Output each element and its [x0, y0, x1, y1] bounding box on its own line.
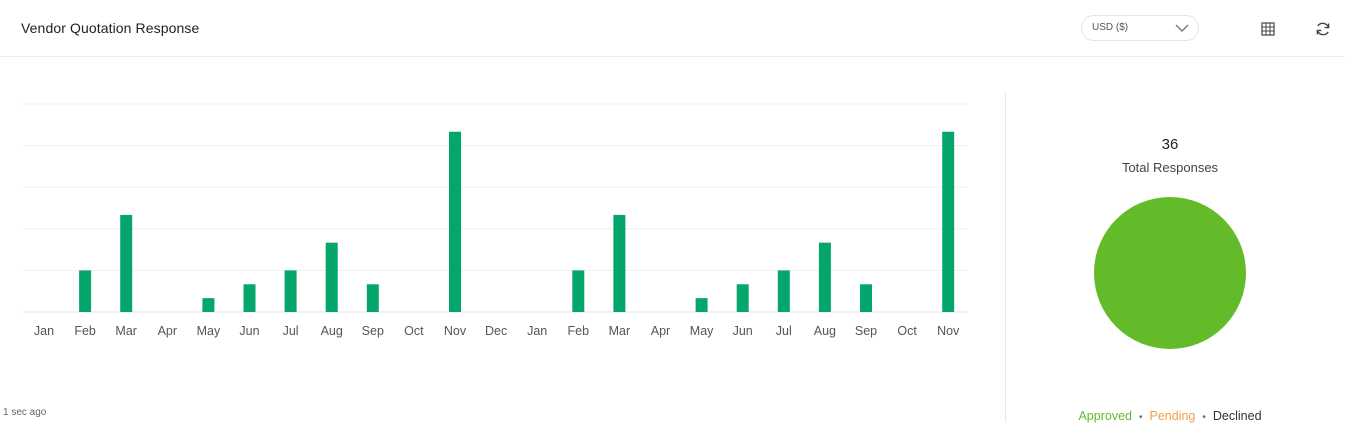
bar-jun-17[interactable]	[736, 284, 749, 312]
x-tick-label: May	[690, 324, 714, 338]
legend-separator: •	[1138, 412, 1143, 423]
x-tick-label: Nov	[937, 324, 960, 338]
x-tick-label: Sep	[362, 324, 384, 338]
bar-mar-2[interactable]	[120, 214, 133, 312]
x-tick-label: Jul	[283, 324, 299, 338]
bar-jul-18[interactable]	[777, 270, 790, 312]
legend: Approved • Pending • Declined	[1040, 409, 1300, 423]
x-tick-label: Nov	[444, 324, 467, 338]
x-tick-label: Mar	[609, 324, 631, 338]
chevron-down-icon	[1175, 24, 1189, 32]
x-tick-label: Aug	[814, 324, 836, 338]
x-tick-label: Oct	[404, 324, 424, 338]
x-tick-label: May	[197, 324, 221, 338]
bar-jun-5[interactable]	[243, 284, 256, 312]
card-title: Vendor Quotation Response	[21, 20, 200, 36]
currency-select[interactable]: USD ($)	[1081, 15, 1199, 41]
x-tick-label: Feb	[74, 324, 96, 338]
legend-separator: •	[1202, 412, 1206, 423]
bar-nov-10[interactable]	[449, 131, 461, 312]
x-tick-label: Aug	[321, 324, 343, 338]
legend-declined[interactable]: Declined	[1212, 409, 1262, 423]
legend-approved[interactable]: Approved	[1078, 409, 1132, 423]
bar-may-16[interactable]	[695, 298, 708, 312]
last-updated: 1 sec ago	[3, 407, 47, 418]
pie-chart-svg	[1094, 197, 1246, 349]
bar-nov-22[interactable]	[942, 131, 955, 312]
bar-chart: Jan Feb Mar Apr May Jun Jul Aug Sep Oct Nov Dec Jan F…	[0, 90, 1000, 350]
bar-feb-13[interactable]	[572, 270, 585, 312]
x-tick-label: Apr	[158, 324, 177, 338]
bar-mar-14[interactable]	[613, 214, 626, 312]
refresh-icon[interactable]	[1314, 20, 1332, 38]
bar-sep-20[interactable]	[860, 284, 872, 312]
x-tick-label: Mar	[115, 324, 137, 338]
bar-sep-8[interactable]	[366, 284, 379, 312]
x-tick-label: Jul	[776, 324, 792, 338]
bar-chart-svg: Jan Feb Mar Apr May Jun Jul Aug Sep Oct Nov Dec Jan F…	[23, 103, 968, 338]
bar-jul-6[interactable]	[284, 270, 297, 312]
x-tick-label: Feb	[568, 324, 590, 338]
x-tick-label: Sep	[855, 324, 877, 338]
x-tick-label: Dec	[485, 324, 507, 338]
legend-pending[interactable]: Pending	[1149, 409, 1196, 423]
card-header: Vendor Quotation Response USD ($)	[0, 0, 1345, 57]
pie-slice-approved[interactable]	[1094, 197, 1246, 349]
table-icon[interactable]	[1259, 20, 1277, 38]
x-tick-label: Jan	[527, 324, 547, 338]
bar-aug-7[interactable]	[325, 242, 338, 312]
pie-chart	[1094, 197, 1246, 349]
x-tick-label: Jan	[34, 324, 54, 338]
x-tick-label: Jun	[733, 324, 753, 338]
bar-may-4[interactable]	[202, 298, 215, 312]
x-tick-label: Oct	[897, 324, 917, 338]
x-tick-label: Jun	[239, 324, 259, 338]
x-tick-label: Apr	[651, 324, 670, 338]
total-responses-value: 36	[1161, 136, 1179, 153]
panel-divider	[1005, 92, 1006, 422]
bar-aug-19[interactable]	[818, 242, 831, 312]
currency-value: USD ($)	[1092, 22, 1129, 33]
bar-feb-1[interactable]	[79, 270, 92, 312]
total-responses-label: Total Responses	[1121, 160, 1219, 175]
